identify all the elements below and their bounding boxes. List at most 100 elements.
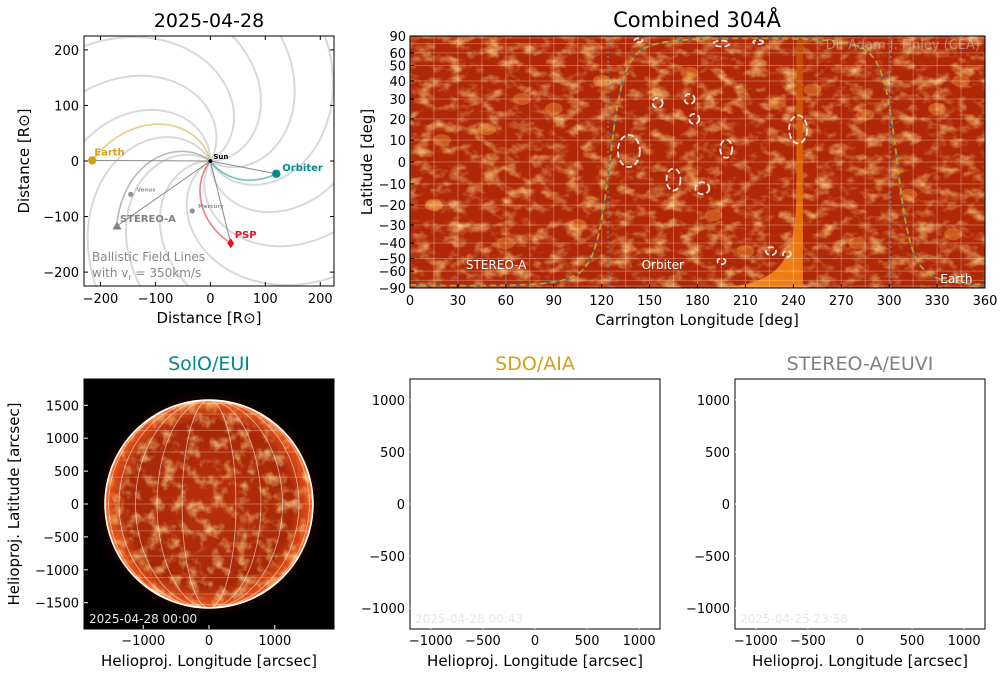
stereo-a-label: STEREO-A xyxy=(120,214,176,225)
active-region xyxy=(512,93,531,105)
body-field-line xyxy=(199,162,231,244)
region-label: STEREO-A xyxy=(466,258,527,272)
x-tick-label: 500 xyxy=(900,634,925,649)
sdo-aia-panel: 2025-04-28 00:43 −1000 −500 0 500 1000 −1000 −5… xyxy=(361,353,661,670)
active-region xyxy=(899,188,918,201)
y-tick-label: 1000 xyxy=(46,432,79,447)
orbit-bodies: Sun Earth Orbiter PSP STEREO-A Venus Mercury xyxy=(88,147,323,249)
map-title: Combined 304Å xyxy=(613,6,781,32)
connection-line xyxy=(209,160,232,244)
field-line xyxy=(211,36,296,169)
map-region-labels: STEREO-A Orbiter Earth xyxy=(466,258,973,286)
disk-limb xyxy=(756,400,964,608)
disk-longitude-line xyxy=(786,400,933,608)
body-field-line xyxy=(116,150,209,226)
disk-image xyxy=(84,379,334,629)
active-region xyxy=(592,75,611,88)
coronal-hole-contour xyxy=(616,134,641,168)
x-tick-label: 0 xyxy=(406,294,414,309)
y-tick-label: −500 xyxy=(694,550,730,565)
y-tick-label: −20 xyxy=(379,199,406,214)
x-tick-label: 120 xyxy=(589,294,614,309)
disk-texture xyxy=(105,400,313,608)
active-region xyxy=(568,219,587,231)
disk-longitude-line xyxy=(833,400,887,608)
x-tick-label: 1000 xyxy=(948,634,981,649)
y-tick-label: 20 xyxy=(389,113,406,128)
coronal-hole-contours xyxy=(616,37,809,266)
x-tick-label: 0 xyxy=(856,634,864,649)
map-credit: Dr. Adam J. Finley (CEA) xyxy=(826,38,980,53)
y-tick-label: 500 xyxy=(54,465,79,480)
y-tick-label: 1000 xyxy=(372,394,405,409)
region-label: Earth xyxy=(940,272,972,286)
disk-background xyxy=(735,379,985,629)
active-region xyxy=(432,134,451,147)
disk-body xyxy=(436,405,634,603)
coronal-hole-contour xyxy=(665,167,682,192)
disk-longitude-line xyxy=(770,400,950,608)
orbit-title: 2025-04-28 xyxy=(154,10,264,32)
orbit-annotation-line2: with vr = 350km/s xyxy=(92,266,201,282)
x-tick-label: 500 xyxy=(575,634,600,649)
x-tick-label: 240 xyxy=(781,294,806,309)
disk-axes-frame xyxy=(734,378,986,630)
disk-title: STEREO-A/EUVI xyxy=(787,353,934,375)
field-line xyxy=(158,160,209,286)
active-region xyxy=(680,66,699,79)
orbit-annotation-line1: Ballistic Field Lines xyxy=(92,250,205,264)
y-tick-label: 50 xyxy=(389,59,406,74)
coronal-hole-contour xyxy=(788,114,809,145)
y-tick-label: 0 xyxy=(398,156,406,171)
active-region xyxy=(704,209,723,222)
x-tick-label: −500 xyxy=(790,634,826,649)
coronal-hole-contour xyxy=(765,246,777,256)
y-tick-label: 60 xyxy=(389,47,406,62)
disk-grid xyxy=(756,400,964,608)
sun-marker xyxy=(208,159,213,163)
connection-line xyxy=(210,160,277,175)
x-tick-label: 200 xyxy=(308,292,333,307)
disk-longitude-line xyxy=(465,405,605,603)
active-region xyxy=(736,245,755,258)
disk-limb xyxy=(436,405,634,603)
active-region xyxy=(848,236,867,249)
venus-marker xyxy=(128,191,134,197)
orbit-traces xyxy=(91,123,277,244)
orbit-panel: Sun Earth Orbiter PSP STEREO-A Venus Mercury −… xyxy=(15,10,335,327)
field-line xyxy=(84,36,235,161)
disk-grid xyxy=(436,405,634,603)
orbiter-marker xyxy=(272,169,281,178)
coronal-hole-contour xyxy=(633,37,644,44)
disk-longitude-line xyxy=(770,400,950,608)
orbit-annotation-sub: r xyxy=(128,273,132,282)
coronal-hole-contour xyxy=(694,181,711,196)
coronal-hole-contour xyxy=(782,250,792,259)
sun-label: Sun xyxy=(213,153,228,161)
disk-timestamp: 2025-04-28 00:00 xyxy=(89,612,197,626)
disk-longitude-line xyxy=(439,405,630,603)
x-tick-label: −100 xyxy=(138,292,174,307)
orbit-annotation-rest: = 350km/s xyxy=(132,266,202,280)
field-line xyxy=(209,162,334,214)
coronal-hole-contour xyxy=(716,257,727,266)
active-regions xyxy=(424,66,971,258)
observer-longitudes xyxy=(607,36,892,288)
disk-xlabel: Helioproj. Longitude [arcsec] xyxy=(101,652,317,670)
field-line xyxy=(210,36,334,186)
disk-timestamp: 2025-04-28 00:43 xyxy=(415,612,523,626)
disk-longitude-line xyxy=(449,405,620,603)
y-tick-label: 200 xyxy=(54,44,79,59)
active-region xyxy=(803,83,822,96)
connection-line xyxy=(116,160,211,227)
y-tick-label: −90 xyxy=(379,282,406,297)
psp-marker xyxy=(227,238,235,249)
active-region xyxy=(768,96,787,109)
active-region xyxy=(952,75,971,88)
y-tick-label: −1500 xyxy=(35,597,79,612)
x-tick-label: 150 xyxy=(637,294,662,309)
y-tick-label: 0 xyxy=(71,155,79,170)
disk-title: SolO/EUI xyxy=(168,353,250,375)
y-tick-label: 1000 xyxy=(697,394,730,409)
ballistic-field-lines xyxy=(84,36,334,286)
